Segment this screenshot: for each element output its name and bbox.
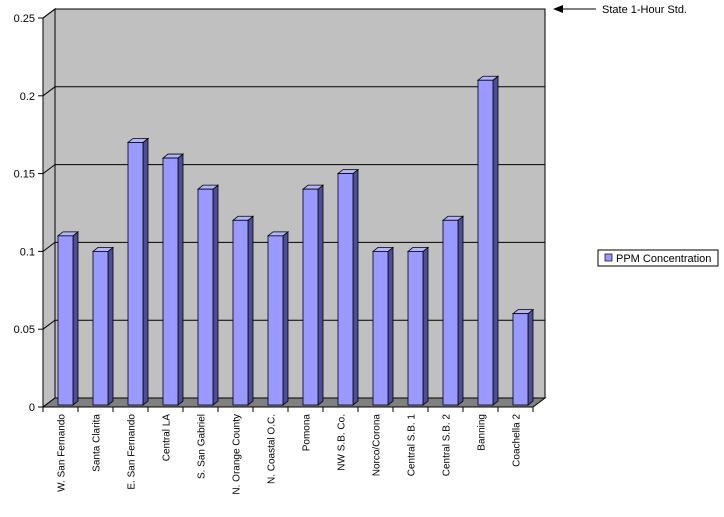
bar-side bbox=[527, 308, 534, 406]
annotation-arrowhead bbox=[553, 5, 563, 13]
bar-front bbox=[512, 313, 529, 406]
bar-front bbox=[407, 250, 424, 406]
bar bbox=[476, 75, 500, 406]
bar-side bbox=[387, 246, 394, 406]
x-category-label: NW S.B. Co. bbox=[337, 414, 348, 471]
gridline bbox=[42, 86, 545, 97]
bar-front bbox=[57, 235, 74, 406]
bars bbox=[56, 75, 535, 406]
x-category-label: Coachella 2 bbox=[512, 414, 523, 467]
bar bbox=[301, 184, 325, 406]
floor bbox=[41, 397, 547, 408]
x-category-label: N. Orange County bbox=[232, 414, 243, 495]
legend: PPM Concentration bbox=[597, 249, 719, 267]
side-wall bbox=[42, 8, 56, 408]
annotation: State 1-Hour Std. bbox=[553, 4, 687, 16]
y-tick-label: 0.05 bbox=[14, 324, 35, 336]
x-category-label: Central LA bbox=[162, 414, 173, 462]
x-category-label: Banning bbox=[477, 414, 488, 451]
bar-side bbox=[282, 231, 289, 406]
gridline bbox=[42, 164, 545, 175]
bar bbox=[336, 168, 360, 406]
bar bbox=[371, 246, 395, 406]
bar bbox=[161, 153, 185, 406]
bar-side bbox=[177, 153, 184, 406]
legend-label: PPM Concentration bbox=[616, 253, 711, 265]
bar bbox=[406, 246, 430, 406]
x-category-label: Pomona bbox=[302, 414, 313, 452]
bar-side bbox=[142, 137, 149, 406]
bar-side bbox=[317, 184, 324, 406]
x-category-label: Central S.B. 2 bbox=[442, 414, 453, 477]
x-axis-labels: W. San Fernando Santa Clarita E. San Ferna… bbox=[42, 407, 534, 495]
bar-front bbox=[477, 79, 494, 406]
gridline bbox=[42, 241, 545, 252]
bar bbox=[231, 215, 255, 406]
bar-side bbox=[72, 231, 79, 406]
bar-front bbox=[92, 250, 109, 406]
x-category-label: Central S.B. 1 bbox=[407, 414, 418, 477]
legend-swatch bbox=[604, 253, 613, 262]
x-category-label: Santa Clarita bbox=[92, 414, 103, 472]
y-tick-label: 0.1 bbox=[20, 246, 35, 258]
bar-front bbox=[267, 235, 284, 406]
bar-front bbox=[162, 157, 179, 406]
x-category-label: S. San Gabriel bbox=[197, 414, 208, 479]
y-tick-label: 0.25 bbox=[14, 13, 35, 25]
bar-front bbox=[197, 188, 214, 406]
bar bbox=[91, 246, 115, 406]
bar-side bbox=[352, 168, 359, 406]
bar-front bbox=[302, 188, 319, 406]
bar-front bbox=[232, 219, 249, 406]
bar-side bbox=[492, 75, 499, 406]
x-category-label: E. San Fernando bbox=[127, 414, 138, 490]
bar bbox=[126, 137, 150, 406]
bar bbox=[56, 231, 80, 406]
x-category-label: N. Coastal O.C. bbox=[267, 414, 278, 484]
gridline bbox=[42, 8, 545, 19]
bar-front bbox=[442, 219, 459, 406]
y-tick-label: 0 bbox=[29, 402, 35, 414]
bar-front bbox=[372, 250, 389, 406]
bar-side bbox=[422, 246, 429, 406]
plot-walls bbox=[41, 8, 547, 408]
bar-side bbox=[107, 246, 114, 406]
legend-box bbox=[597, 249, 719, 267]
bar-front bbox=[337, 173, 354, 406]
y-tick-label: 0.15 bbox=[14, 169, 35, 181]
bar-front bbox=[127, 142, 144, 406]
y-tick-label: 0.2 bbox=[20, 91, 35, 103]
x-category-label: Norco/Corona bbox=[372, 414, 383, 477]
x-category-label: W. San Fernando bbox=[57, 414, 68, 492]
bar bbox=[511, 308, 535, 406]
bar bbox=[266, 231, 290, 406]
bar-side bbox=[247, 215, 254, 406]
bar bbox=[441, 215, 465, 406]
bar-side bbox=[212, 184, 219, 406]
bar bbox=[196, 184, 220, 406]
annotation-text: State 1-Hour Std. bbox=[602, 4, 687, 16]
y-axis: 0 0.05 0.1 0.15 0.2 0.25 bbox=[14, 13, 44, 414]
bar-side bbox=[457, 215, 464, 406]
